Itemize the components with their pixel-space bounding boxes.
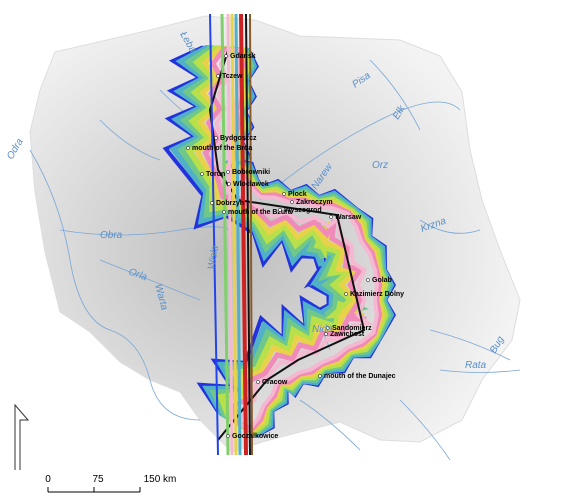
place-marker	[282, 192, 285, 195]
scale-label: 0	[45, 474, 51, 485]
place-label: Tczew	[222, 73, 243, 80]
north-arrow	[15, 405, 28, 470]
place-label: Cracow	[262, 379, 288, 386]
place-label: Bydgoszcz	[220, 135, 257, 142]
place-marker	[224, 54, 227, 57]
river-label: Rata	[465, 360, 487, 371]
place-marker	[210, 201, 213, 204]
place-marker	[214, 136, 217, 139]
river-label: Orz	[372, 160, 388, 171]
place-label: Golab	[372, 277, 392, 284]
place-marker	[216, 74, 219, 77]
place-label: Warsaw	[335, 214, 362, 221]
place-label: Plock	[288, 191, 307, 198]
place-label: Zakroczym	[296, 199, 333, 206]
scale-label: 150 km	[144, 474, 177, 485]
place-label: Gdansk	[230, 53, 256, 60]
river-label: Obra	[100, 230, 123, 241]
place-marker	[200, 172, 203, 175]
place-marker	[256, 380, 259, 383]
place-marker	[226, 170, 229, 173]
place-marker	[318, 374, 321, 377]
river-label: Nida	[312, 324, 333, 335]
place-label: Zawichost	[330, 331, 365, 338]
place-marker	[344, 292, 347, 295]
place-label: mouth of the Dunajec	[324, 373, 396, 380]
place-label: Dobrzyn	[216, 200, 244, 207]
place-marker	[222, 210, 225, 213]
place-label: mouth of the Brda	[192, 145, 252, 152]
map: Gdansk Tczew Bydgoszcz mouth of the Brda Tor…	[0, 0, 565, 504]
place-label: Torun	[206, 171, 225, 178]
place-marker	[290, 200, 293, 203]
scale-bar	[48, 487, 140, 492]
place-marker	[278, 208, 281, 211]
place-label: Wyszogrod	[284, 207, 322, 214]
place-marker	[366, 278, 369, 281]
place-marker	[226, 434, 229, 437]
river-label: Odra	[5, 136, 26, 161]
place-marker	[329, 215, 332, 218]
place-label: Goczalkowice	[232, 433, 278, 440]
scale-label: 75	[92, 474, 104, 485]
place-label: Kazimierz Dolny	[350, 291, 404, 298]
place-marker	[186, 146, 189, 149]
place-label: Bobrowniki	[232, 169, 270, 176]
place-label: Wloclawek	[233, 181, 269, 188]
place-label: mouth of the Bzura	[228, 209, 292, 216]
place-marker	[227, 182, 230, 185]
